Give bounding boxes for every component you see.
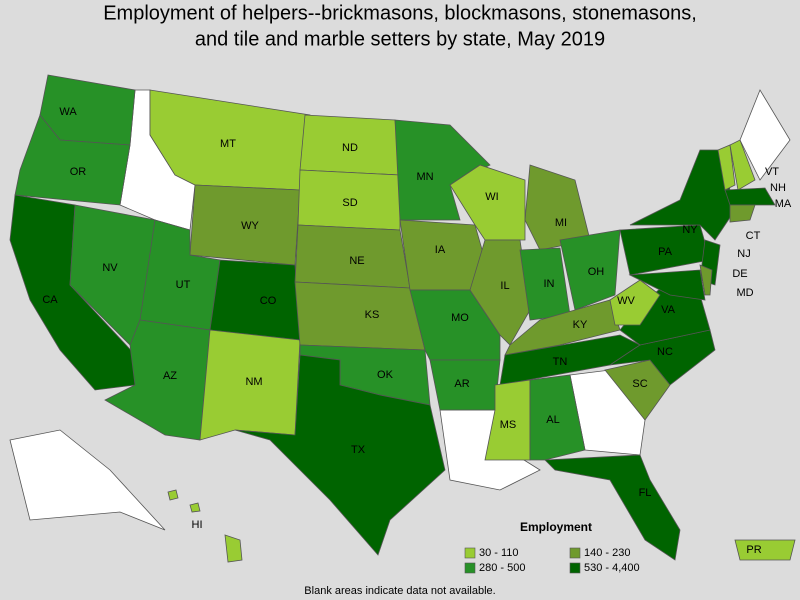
state-label: MN [416, 171, 433, 183]
state-shape [209, 259, 301, 341]
state-label: NE [349, 255, 364, 267]
state-label: NV [102, 262, 118, 274]
state-label: NH [770, 182, 786, 194]
legend-label: 530 - 4,400 [584, 562, 640, 574]
state-shape [14, 114, 131, 206]
state-label: WI [485, 191, 498, 203]
state-label: MS [500, 419, 517, 431]
state-label: KS [365, 309, 380, 321]
state-label: IL [500, 280, 509, 292]
state-label: VT [765, 166, 779, 178]
no-data-areas [9, 89, 791, 531]
states: WA OR CA NV MT WY UT CO AZ NM ND SD NE KS OK TX MN IA MO AR… [9, 74, 796, 563]
state-shape [234, 354, 446, 556]
state-label: MI [555, 217, 567, 229]
state-label: MA [775, 198, 792, 210]
state-label: CT [746, 230, 761, 242]
state-shape [544, 454, 681, 561]
state-shape [167, 489, 179, 501]
state-label: KY [573, 319, 588, 331]
state-label: NM [245, 376, 262, 388]
state-label: UT [176, 279, 191, 291]
state-label: IN [544, 278, 555, 290]
state-label: MT [220, 138, 236, 150]
state-shape [224, 534, 243, 563]
state-shape [189, 502, 201, 513]
state-label: CO [260, 295, 277, 307]
state-label: NC [657, 346, 673, 358]
state-shape [717, 144, 736, 191]
legend-label: 30 - 110 [479, 547, 519, 559]
state-label: OR [70, 166, 87, 178]
state-label: TX [351, 444, 366, 456]
state-shape [529, 374, 586, 461]
title-line: and tile and marble setters by state, Ma… [195, 28, 605, 50]
legend-swatch [569, 547, 581, 559]
state-label: WA [59, 106, 77, 118]
state-shape [729, 204, 756, 223]
state-label: IA [435, 244, 446, 256]
state-shape [734, 539, 796, 561]
state-label: FL [639, 487, 652, 499]
state-shape [559, 229, 621, 311]
state-label: AR [454, 378, 469, 390]
state-label: CA [42, 294, 58, 306]
state-shape [609, 279, 661, 326]
footnote: Blank areas indicate data not available. [304, 585, 495, 597]
legend-label: 140 - 230 [584, 547, 630, 559]
state-shape [484, 379, 531, 461]
state-label: OK [377, 369, 394, 381]
state-label: ND [342, 142, 358, 154]
state-shape [699, 264, 713, 296]
state-label: WV [617, 295, 635, 307]
state-label: WY [241, 220, 259, 232]
state-shape [294, 281, 426, 351]
state-label: SD [342, 197, 357, 209]
state-shape [449, 164, 526, 241]
legend-swatch [569, 562, 581, 574]
state-label: HI [192, 519, 203, 531]
state-label: MD [736, 287, 753, 299]
state-label: VA [661, 304, 676, 316]
state-shape [628, 269, 706, 301]
state-label: NY [682, 224, 698, 236]
legend-title: Employment [520, 520, 592, 534]
state-label: NJ [737, 248, 750, 260]
state-label: SC [632, 378, 647, 390]
state-label: PR [746, 544, 761, 556]
state-label: AL [546, 414, 559, 426]
state-label: TN [553, 356, 568, 368]
state-shape [724, 187, 776, 206]
state-ak [9, 429, 166, 531]
state-shape [729, 139, 756, 191]
state-label: PA [658, 246, 673, 258]
state-me [739, 89, 791, 181]
state-label: OH [588, 266, 605, 278]
legend-swatch [464, 562, 476, 574]
state-label: DE [732, 268, 747, 280]
legend-label: 280 - 500 [479, 562, 525, 574]
state-label: MO [451, 312, 469, 324]
state-label: AZ [163, 370, 177, 382]
legend-swatch [464, 547, 476, 559]
title-line: Employment of helpers--brickmasons, bloc… [103, 2, 697, 24]
legend: Employment 30 - 110 140 - 230 280 - 500 530… [464, 520, 640, 574]
